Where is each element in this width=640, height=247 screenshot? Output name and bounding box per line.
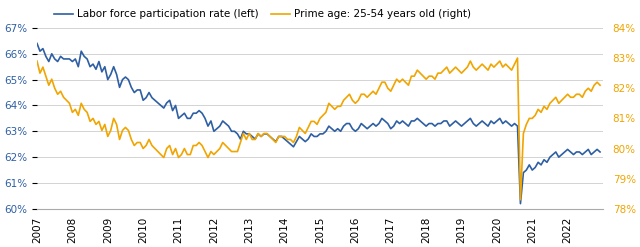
Labor force participation rate (left)	[355, 127, 362, 130]
Line: Prime age: 25-54 years old (right): Prime age: 25-54 years old (right)	[37, 58, 600, 200]
Line: Labor force participation rate (left): Labor force participation rate (left)	[37, 43, 600, 204]
Labor force participation rate (left)	[316, 132, 324, 135]
Labor force participation rate (left)	[33, 42, 41, 45]
Labor force participation rate (left)	[101, 65, 109, 68]
Prime age: 25-54 years old (right): (2.02e+03, 81.6): 25-54 years old (right): (2.02e+03, 81.6…	[355, 99, 362, 102]
Legend: Labor force participation rate (left), Prime age: 25-54 years old (right): Labor force participation rate (left), P…	[50, 5, 476, 23]
Labor force participation rate (left)	[260, 132, 268, 135]
Prime age: 25-54 years old (right): (2.01e+03, 80.5): 25-54 years old (right): (2.01e+03, 80.5…	[260, 132, 268, 135]
Prime age: 25-54 years old (right): (2.02e+03, 81.9): 25-54 years old (right): (2.02e+03, 81.9…	[387, 90, 395, 93]
Labor force participation rate (left)	[516, 202, 524, 205]
Prime age: 25-54 years old (right): (2.02e+03, 81): 25-54 years old (right): (2.02e+03, 81)	[316, 117, 324, 120]
Prime age: 25-54 years old (right): (2.02e+03, 83): 25-54 years old (right): (2.02e+03, 83)	[514, 57, 522, 60]
Prime age: 25-54 years old (right): (2.01e+03, 80.8): 25-54 years old (right): (2.01e+03, 80.8…	[101, 123, 109, 126]
Labor force participation rate (left)	[266, 135, 274, 138]
Prime age: 25-54 years old (right): (2.01e+03, 82.9): 25-54 years old (right): (2.01e+03, 82.9…	[33, 60, 41, 62]
Prime age: 25-54 years old (right): (2.02e+03, 82.1): 25-54 years old (right): (2.02e+03, 82.1…	[596, 84, 604, 87]
Labor force participation rate (left)	[596, 150, 604, 153]
Prime age: 25-54 years old (right): (2.01e+03, 80.4): 25-54 years old (right): (2.01e+03, 80.4…	[266, 135, 274, 138]
Prime age: 25-54 years old (right): (2.02e+03, 78.3): 25-54 years old (right): (2.02e+03, 78.3…	[516, 198, 524, 201]
Labor force participation rate (left)	[387, 127, 395, 130]
